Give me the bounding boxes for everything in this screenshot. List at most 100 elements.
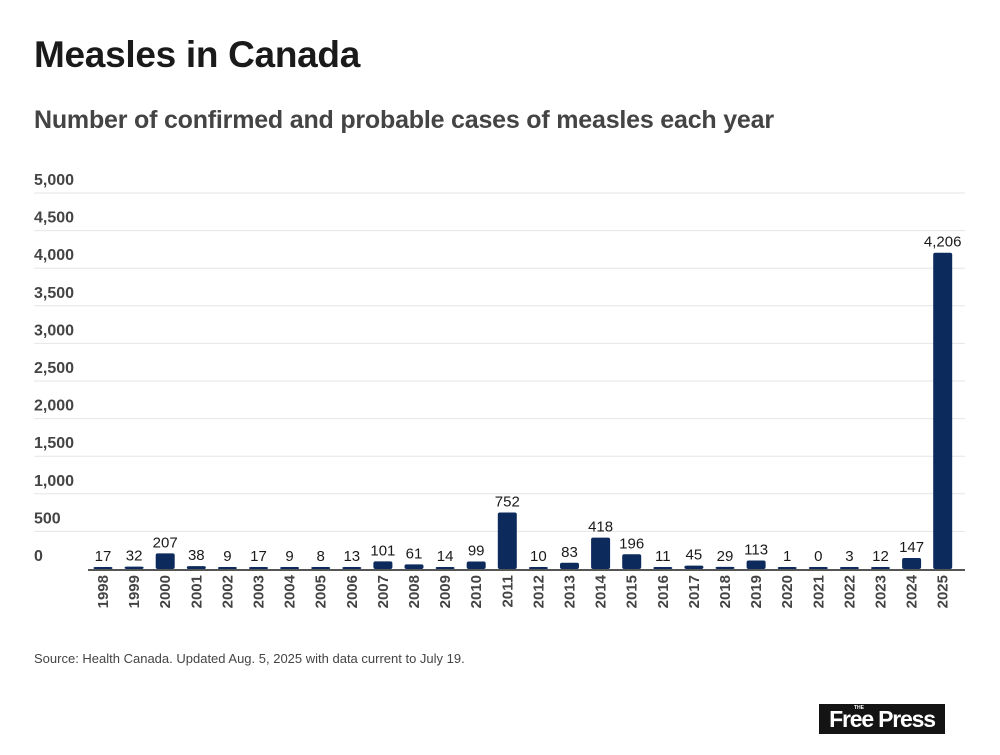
bar-2022 (839, 567, 859, 569)
data-label-2020: 1 (783, 548, 791, 565)
data-label-2010: 99 (468, 543, 485, 560)
bar-2002 (217, 567, 237, 569)
bar-2011 (497, 512, 517, 569)
bar-2019 (746, 560, 766, 569)
x-axis-ticks: 1998 1999 2000 2001 2002 2003 2004 2005 2006 2007… (95, 574, 952, 608)
x-tick-label: 2003 (251, 575, 268, 608)
data-label-2005: 8 (317, 548, 325, 565)
x-tick-label: 2009 (437, 575, 454, 608)
bar-2004 (280, 567, 300, 569)
bar-2017 (684, 565, 704, 569)
bar-2013 (560, 562, 579, 569)
x-tick-label: 2010 (468, 575, 485, 608)
x-tick-label: 2018 (717, 575, 734, 608)
y-tick-label: 1,500 (34, 435, 74, 452)
data-label-2014: 418 (588, 519, 613, 536)
x-tick-label: 2025 (935, 575, 952, 608)
data-label-2011: 752 (495, 493, 520, 510)
bar-2012 (528, 567, 548, 569)
y-tick-label: 5,000 (34, 172, 74, 189)
bar-2007 (373, 561, 393, 569)
data-label-2003: 17 (250, 548, 267, 565)
logo-text: Free Press (829, 706, 936, 732)
bar-2005 (311, 567, 331, 569)
bar-2024 (902, 557, 922, 569)
data-label-2017: 45 (686, 547, 703, 564)
x-tick-label: 2004 (282, 574, 299, 608)
y-tick-label: 4,000 (34, 247, 74, 264)
bar-2015 (622, 554, 642, 569)
data-label-2021: 0 (814, 548, 822, 565)
data-label-2023: 12 (872, 548, 889, 565)
data-label-2000: 207 (153, 534, 178, 551)
data-label-2002: 9 (223, 548, 231, 565)
bar-2010 (466, 561, 486, 569)
data-label-2007: 101 (370, 542, 395, 559)
data-label-1998: 17 (95, 548, 112, 565)
y-axis-ticks: 0 500 1,000 1,500 2,000 2,500 3,000 3,500 4,000 4… (34, 172, 74, 565)
x-tick-label: 1999 (126, 575, 143, 608)
bar-2006 (342, 567, 362, 569)
bar-2003 (249, 567, 268, 569)
x-tick-label: 2012 (530, 575, 547, 608)
y-tick-label: 1,000 (34, 473, 74, 490)
data-label-2009: 14 (437, 548, 454, 565)
y-tick-label: 2,500 (34, 360, 74, 377)
data-label-2016: 11 (655, 548, 671, 565)
bar-2001 (186, 566, 206, 569)
bar-2016 (653, 567, 673, 569)
x-tick-label: 2019 (748, 575, 765, 608)
data-label-2008: 61 (406, 545, 423, 562)
x-tick-label: 2017 (686, 575, 703, 608)
free-press-logo: THE Free Press (819, 704, 945, 734)
bar-2014 (591, 537, 611, 569)
x-tick-label: 2007 (375, 575, 392, 608)
logo-the: THE (854, 705, 864, 711)
x-tick-label: 2002 (219, 575, 236, 608)
data-label-2004: 9 (285, 548, 293, 565)
bar-2000 (155, 553, 175, 569)
y-tick-label: 3,500 (34, 285, 74, 302)
data-label-2022: 3 (845, 548, 853, 565)
data-label-1999: 32 (126, 548, 143, 565)
x-tick-label: 2020 (779, 575, 796, 608)
x-tick-label: 2006 (344, 575, 361, 608)
bar-2018 (715, 566, 735, 569)
x-tick-label: 2013 (562, 575, 579, 608)
x-tick-label: 2015 (624, 575, 641, 608)
x-tick-label: 2022 (841, 575, 858, 608)
x-tick-label: 2016 (655, 575, 672, 608)
gridlines (34, 192, 965, 532)
bars (93, 252, 953, 569)
x-tick-label: 2021 (810, 575, 827, 608)
bar-2008 (404, 564, 424, 569)
y-tick-label: 500 (34, 510, 61, 527)
x-tick-label: 2000 (157, 575, 174, 608)
x-tick-label: 2001 (188, 575, 205, 608)
bar-1999 (124, 566, 144, 569)
chart-subtitle: Number of confirmed and probable cases o… (34, 106, 774, 134)
bar-1998 (93, 567, 113, 569)
bar-2021 (808, 567, 828, 569)
data-label-2019: 113 (744, 542, 768, 559)
y-tick-label: 3,000 (34, 322, 74, 339)
bar-2009 (435, 567, 455, 569)
bar-2025 (933, 252, 953, 569)
data-label-2013: 83 (561, 544, 578, 561)
y-tick-label: 4,500 (34, 210, 74, 227)
y-tick-label: 2,000 (34, 398, 74, 415)
x-tick-label: 2024 (904, 574, 921, 608)
data-label-2006: 13 (343, 548, 360, 565)
x-tick-label: 2023 (873, 575, 890, 608)
source-note: Source: Health Canada. Updated Aug. 5, 2… (34, 651, 465, 666)
y-tick-label: 0 (34, 548, 43, 565)
chart-title: Measles in Canada (34, 34, 360, 75)
data-label-2001: 38 (188, 547, 205, 564)
x-tick-label: 2014 (593, 574, 610, 608)
bar-2023 (871, 567, 890, 569)
x-tick-label: 2008 (406, 575, 423, 608)
data-label-2025: 4,206 (924, 234, 962, 251)
bar-2020 (777, 567, 797, 569)
